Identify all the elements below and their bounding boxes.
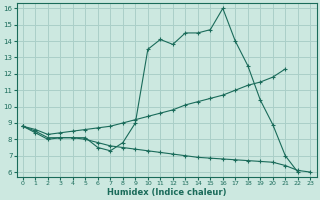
X-axis label: Humidex (Indice chaleur): Humidex (Indice chaleur): [107, 188, 226, 197]
